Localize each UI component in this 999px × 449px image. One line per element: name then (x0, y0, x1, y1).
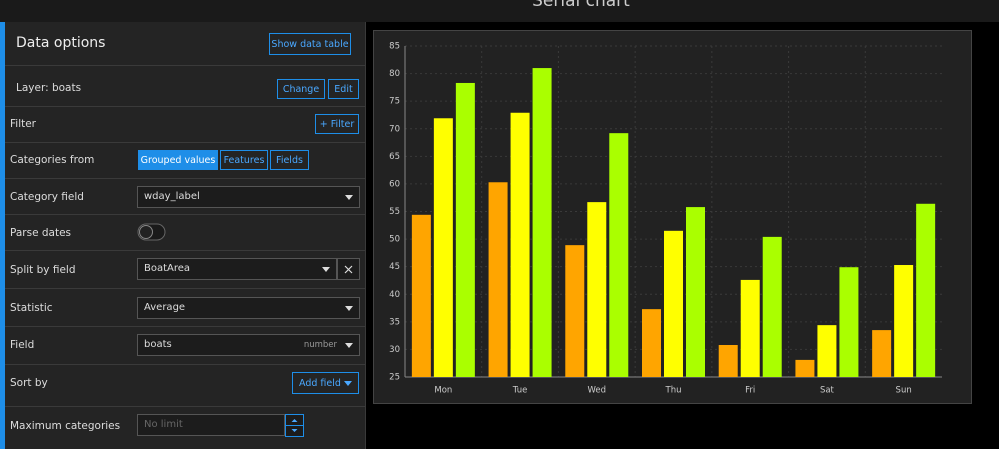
select-value: wday_label (144, 191, 200, 202)
accent-strip (0, 22, 5, 449)
x-tick-label: Sat (820, 386, 835, 396)
chart: 25 30 35 40 45 50 55 60 65 70 75 80 85 Mon Tue Wed Thu Fr… (373, 30, 972, 404)
sort-by-label: Sort by (10, 377, 48, 389)
bar (686, 207, 705, 377)
bar (532, 68, 552, 378)
select-value: BoatArea (144, 263, 191, 274)
chart-border (373, 30, 972, 404)
grouped-values-option[interactable]: Grouped values (138, 150, 218, 170)
x-tick-label: Mon (434, 386, 452, 396)
clear-split-button[interactable] (337, 258, 360, 280)
bar (894, 265, 914, 377)
layer-label: Layer: boats (16, 82, 82, 94)
max-categories-input[interactable]: No limit (137, 414, 285, 436)
bar (718, 345, 738, 377)
field-type: number (303, 340, 337, 350)
y-tick-label: 45 (389, 262, 400, 272)
max-categories-label: Maximum categories (10, 420, 121, 432)
panel-title: Data options (16, 35, 106, 51)
bar (817, 325, 837, 377)
split-by-field-label: Split by field (10, 264, 76, 276)
y-tick-label: 25 (389, 373, 400, 383)
bar (642, 309, 661, 377)
caret (345, 306, 353, 311)
separator (5, 288, 365, 289)
y-tick-label: 30 (389, 345, 400, 355)
statistic-select[interactable]: Average (137, 297, 360, 319)
bar (839, 267, 859, 377)
y-tick-label: 35 (389, 317, 400, 327)
fields-option[interactable]: Fields (270, 150, 309, 170)
x-tick-label: Wed (588, 386, 607, 396)
caret (344, 381, 352, 386)
caret (322, 267, 330, 272)
category-field-select[interactable]: wday_label (137, 186, 360, 208)
split-by-field-select[interactable]: BoatArea (137, 258, 337, 280)
field-label: Field (10, 339, 35, 351)
bar (740, 279, 760, 377)
category-field-label: Category field (10, 191, 84, 203)
top-bar (0, 0, 999, 22)
bar (664, 230, 683, 377)
y-tick-label: 65 (389, 152, 400, 162)
bar (488, 182, 508, 377)
separator (5, 178, 365, 179)
separator (5, 142, 365, 143)
bar (455, 82, 475, 377)
features-option[interactable]: Features (220, 150, 268, 170)
bar (587, 202, 607, 377)
bar (916, 203, 936, 377)
show-data-table-button[interactable]: Show data table (269, 33, 351, 55)
separator (5, 65, 365, 66)
statistic-label: Statistic (10, 302, 53, 314)
bar (565, 245, 585, 377)
chart-header-title: Serial chart (532, 0, 630, 11)
placeholder: No limit (144, 419, 183, 430)
separator (5, 326, 365, 327)
edit-button[interactable]: Edit (328, 79, 359, 99)
select-value: boats (144, 339, 172, 350)
bar (411, 214, 431, 377)
select-value: Average (144, 302, 186, 313)
bar (510, 112, 530, 378)
y-tick-label: 80 (389, 69, 400, 79)
bar (433, 118, 453, 377)
field-select[interactable]: boats number (137, 334, 360, 356)
separator (5, 214, 365, 215)
y-tick-label: 75 (389, 97, 400, 107)
filter-label: Filter (10, 118, 37, 130)
x-tick-label: Thu (665, 386, 682, 396)
bar (872, 330, 892, 377)
bar (762, 236, 782, 377)
y-tick-label: 85 (389, 42, 400, 52)
y-tick-label: 40 (389, 290, 400, 300)
bar (795, 359, 815, 377)
separator (5, 364, 365, 365)
change-button[interactable]: Change (277, 79, 325, 99)
y-tick-label: 70 (389, 124, 400, 134)
parse-dates-toggle[interactable] (137, 223, 167, 241)
x-tick-label: Tue (512, 386, 528, 396)
caret (345, 343, 353, 348)
x-tick-label: Fri (745, 386, 755, 396)
separator (5, 250, 365, 251)
add-filter-button[interactable]: + Filter (315, 114, 359, 134)
parse-dates-label: Parse dates (10, 227, 72, 239)
spinner[interactable] (285, 414, 304, 437)
x-tick-label: Sun (896, 386, 912, 396)
y-tick-label: 55 (389, 207, 400, 217)
y-tick-label: 60 (389, 179, 400, 189)
categories-from-label: Categories from (10, 154, 95, 166)
y-tick-label: 50 (389, 235, 400, 245)
separator (5, 106, 365, 107)
add-field-button[interactable]: Add field (292, 372, 359, 394)
bar (609, 133, 629, 377)
separator (5, 406, 365, 407)
button-text: Add field (299, 378, 341, 389)
data-options-panel (0, 22, 366, 449)
caret (345, 195, 353, 200)
